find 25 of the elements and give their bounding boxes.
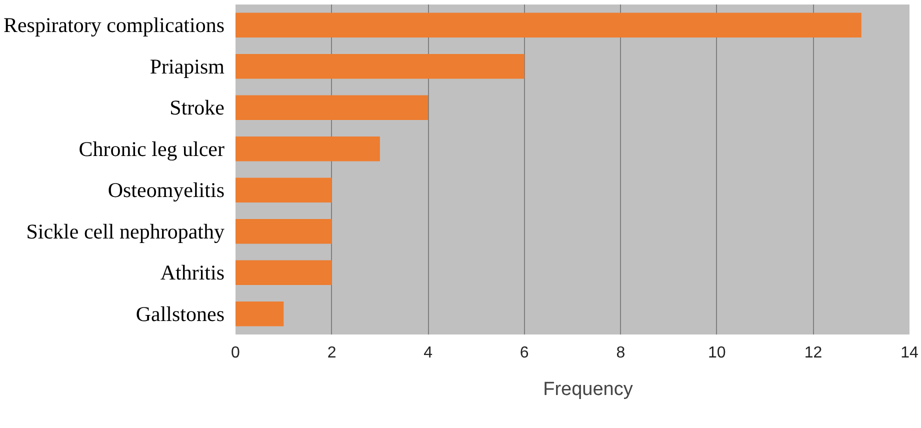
y-tick-label: Athritis [160, 260, 225, 285]
x-tick-label: 12 [804, 344, 822, 362]
x-tick-label: 10 [708, 344, 726, 362]
x-tick-label: 4 [424, 344, 433, 362]
y-tick-label: Sickle cell nephropathy [26, 219, 225, 244]
bar [236, 260, 332, 285]
bar [236, 178, 332, 202]
bar [236, 54, 524, 79]
y-tick-label: Respiratory complications [3, 13, 225, 38]
y-tick-label: Stroke [170, 96, 224, 120]
y-tick-label: Chronic leg ulcer [78, 136, 225, 161]
bar [236, 95, 428, 120]
x-tick-label: 14 [900, 344, 918, 362]
bar [236, 219, 332, 244]
text: Frequency [543, 379, 633, 401]
bar [236, 136, 380, 162]
y-tick-label: Osteomyelitis [108, 178, 225, 202]
y-tick-label: Priapism [150, 54, 225, 78]
x-tick-label: 6 [520, 344, 529, 362]
bar [236, 302, 284, 326]
bar [236, 12, 862, 38]
x-tick-label: 0 [231, 344, 240, 362]
y-tick-label: Gallstones [136, 302, 224, 326]
x-tick-label: 8 [616, 344, 626, 362]
x-tick-label: 2 [327, 344, 336, 362]
